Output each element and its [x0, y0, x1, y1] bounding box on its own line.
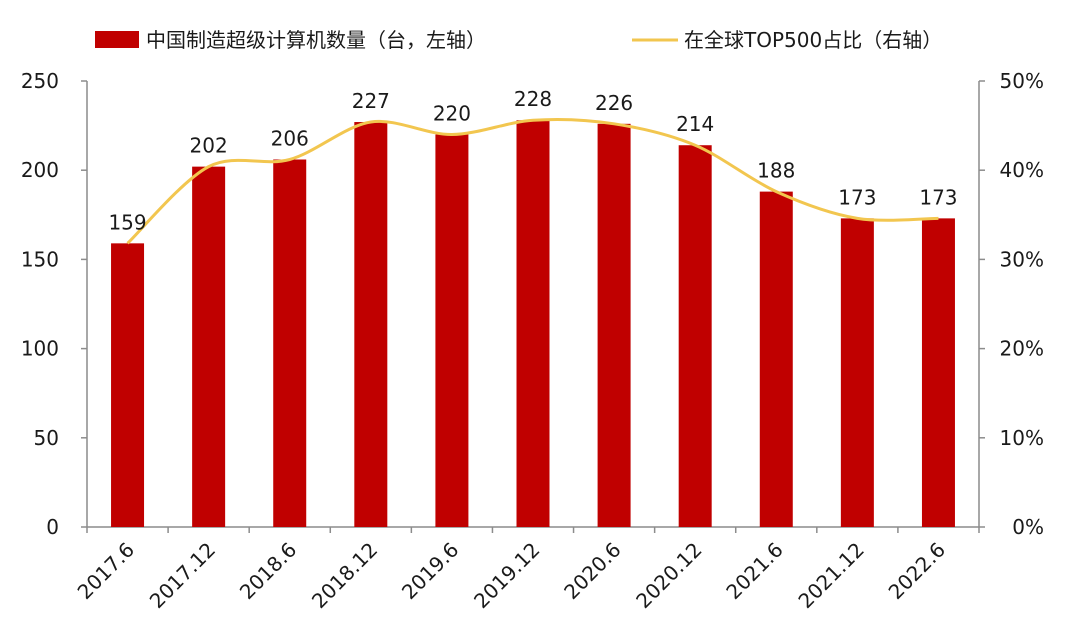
bar-value-label: 173: [838, 185, 876, 209]
legend-line-label: 在全球TOP500占比（右轴）: [684, 28, 942, 52]
y-left-tick-label: 100: [21, 337, 59, 361]
bar-value-label: 228: [514, 87, 552, 111]
y-right-tick-label: 40%: [1000, 158, 1044, 182]
bar: [516, 120, 550, 528]
bar: [678, 145, 712, 527]
bar-value-label: 226: [595, 91, 633, 115]
y-left-tick-label: 50: [34, 426, 59, 450]
data-labels: 159 202 206 227 220 228 226 214 188 173 173: [108, 87, 957, 234]
bar-value-label: 214: [676, 112, 714, 136]
bar: [759, 191, 793, 527]
x-tick-label: 2022.6: [884, 538, 950, 604]
x-tick-label: 2021.6: [721, 538, 787, 604]
bar: [111, 243, 145, 527]
bars: [111, 120, 955, 528]
y-right-tick-label: 50%: [1000, 69, 1044, 93]
x-labels: 2017.6 2017.12 2018.6 2018.12 2019.6 2019.12 2…: [73, 538, 950, 613]
bar-value-label: 202: [190, 134, 228, 158]
x-tick-label: 2019.6: [397, 538, 463, 604]
bar-value-label: 188: [757, 159, 795, 183]
y-left-tick-label: 0: [46, 515, 59, 539]
y-left-tick-label: 200: [21, 158, 59, 182]
bar-value-label: 159: [108, 210, 146, 234]
bar: [435, 134, 469, 527]
y-right-tick-label: 20%: [1000, 337, 1044, 361]
y-left-tick-label: 250: [21, 69, 59, 93]
y-right-tick-label: 0%: [1012, 515, 1044, 539]
x-tick-label: 2017.12: [145, 538, 220, 613]
y-right-tick-label: 30%: [1000, 247, 1044, 271]
x-tick-label: 2020.6: [559, 538, 625, 604]
x-tick-label: 2021.12: [793, 538, 868, 613]
axes: 0 50 100 150 200 250 0% 10% 20% 30% 40% 50%: [21, 69, 1044, 539]
x-tick-label: 2019.12: [469, 538, 544, 613]
bar-value-label: 206: [271, 126, 309, 150]
bar: [597, 123, 631, 527]
x-tick-label: 2020.12: [631, 538, 706, 613]
bar: [354, 122, 388, 528]
x-tick-label: 2017.6: [73, 538, 139, 604]
y-right-tick-label: 10%: [1000, 426, 1044, 450]
legend: 中国制造超级计算机数量（台，左轴） 在全球TOP500占比（右轴）: [95, 28, 942, 52]
legend-bar-swatch: [95, 31, 139, 48]
x-tick-label: 2018.12: [307, 538, 382, 613]
watermark: @稀土掘金技术社区: [919, 605, 1072, 625]
bar-value-label: 227: [352, 89, 390, 113]
legend-bar-label: 中国制造超级计算机数量（台，左轴）: [146, 28, 486, 52]
bar: [273, 159, 307, 527]
y-left-tick-label: 150: [21, 247, 59, 271]
bar: [921, 218, 955, 528]
bar-value-label: 220: [433, 102, 471, 126]
bar: [840, 218, 874, 528]
bar: [192, 166, 226, 527]
line-layer: [126, 118, 939, 245]
bar-value-label: 173: [919, 185, 957, 209]
x-tick-label: 2018.6: [235, 538, 301, 604]
share-line: [126, 118, 939, 245]
